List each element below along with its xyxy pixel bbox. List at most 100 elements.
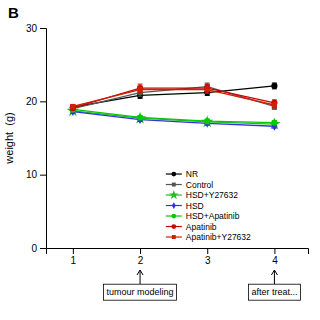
error-bar bbox=[138, 86, 143, 93]
data-marks bbox=[67, 83, 281, 131]
y-tick: 10 bbox=[26, 169, 46, 180]
legend-entry: NR bbox=[166, 169, 198, 179]
error-bar bbox=[70, 105, 75, 109]
x-tick-mark bbox=[207, 248, 208, 254]
point bbox=[70, 104, 75, 109]
y-tick: 0 bbox=[31, 243, 46, 254]
y-tick: 20 bbox=[26, 96, 46, 107]
annotation-frame bbox=[248, 284, 300, 300]
legend-entry: Control bbox=[166, 180, 214, 190]
arrow-head bbox=[137, 270, 143, 275]
series bbox=[70, 106, 278, 125]
annotation-frame bbox=[104, 284, 177, 300]
point bbox=[70, 105, 76, 111]
x-tick-mark bbox=[274, 248, 275, 254]
legend-label: HSD bbox=[186, 201, 204, 211]
error-bar-cap bbox=[272, 102, 277, 103]
legend-entry: HSD+Y27632 bbox=[166, 190, 238, 200]
y-tick-label: 0 bbox=[31, 243, 37, 254]
chart: 1 2 3 4 0 10 20 30 NRControlHSD+Y27632HSDHSD+Apa… bbox=[0, 0, 320, 320]
annotation-box: tumour modeling bbox=[104, 284, 177, 300]
point bbox=[204, 118, 210, 124]
annotation-text: tumour modeling bbox=[107, 287, 174, 297]
error-bar-cap bbox=[205, 83, 210, 84]
point bbox=[137, 114, 143, 120]
legend-label: Apatinib+Y27632 bbox=[186, 232, 251, 242]
x-tick-label: 1 bbox=[71, 255, 77, 266]
y-tick-label: 10 bbox=[26, 169, 38, 180]
series bbox=[70, 83, 277, 111]
error-bar-cap bbox=[138, 85, 143, 86]
x-tick: 2 bbox=[138, 248, 144, 266]
y-axis-title: weight (g) bbox=[3, 112, 15, 164]
error-bar bbox=[205, 84, 210, 92]
error-bar-cap bbox=[205, 84, 210, 85]
annotations: tumour modeling after treat... bbox=[104, 270, 301, 300]
arrow-head bbox=[271, 270, 277, 275]
error-bar-cap bbox=[138, 84, 143, 85]
series bbox=[70, 84, 278, 111]
point bbox=[205, 87, 210, 92]
legend-symbol bbox=[172, 202, 176, 209]
legend-entry: Apatinib bbox=[166, 222, 217, 232]
y-tick-label: 30 bbox=[26, 23, 38, 34]
series-line bbox=[73, 87, 275, 109]
error-bar-cap bbox=[272, 107, 277, 108]
point bbox=[205, 119, 210, 128]
y-tick: 30 bbox=[26, 23, 46, 34]
y-tick-mark bbox=[40, 175, 46, 176]
y-axis: 0 10 20 30 bbox=[26, 23, 47, 254]
error-bar bbox=[272, 102, 277, 108]
x-tick-label: 4 bbox=[272, 255, 278, 266]
y-tick-mark bbox=[40, 101, 46, 102]
point bbox=[204, 85, 210, 91]
legend-symbol bbox=[171, 214, 176, 219]
legend-symbol bbox=[172, 183, 176, 187]
error-bar bbox=[138, 84, 143, 92]
legend-entry: Apatinib+Y27632 bbox=[166, 232, 251, 242]
series-line bbox=[73, 86, 275, 107]
title: B bbox=[8, 4, 19, 21]
legend-label: HSD+Apatinib bbox=[186, 211, 240, 221]
plot-area: 1 2 3 4 0 10 20 30 NRControlHSD+Y27632HSDHSD+Apa… bbox=[26, 23, 309, 301]
series-line bbox=[73, 90, 275, 107]
x-axis-line bbox=[47, 249, 309, 255]
legend-label: Apatinib bbox=[186, 222, 217, 232]
annotation-box: after treat... bbox=[248, 284, 300, 300]
point bbox=[272, 102, 277, 107]
series-line bbox=[73, 109, 275, 122]
x-axis: 1 2 3 4 bbox=[47, 248, 309, 266]
series bbox=[70, 83, 278, 110]
x-tick-mark bbox=[140, 248, 141, 254]
annotation-text: after treat... bbox=[251, 287, 297, 297]
legend-label: Control bbox=[186, 180, 214, 190]
point bbox=[70, 104, 76, 110]
series bbox=[70, 107, 277, 130]
series-line bbox=[73, 88, 275, 108]
x-tick: 4 bbox=[272, 248, 278, 266]
y-tick-label: 20 bbox=[26, 96, 38, 107]
x-tick-label: 3 bbox=[205, 255, 211, 266]
y-tick-mark bbox=[40, 28, 46, 29]
x-tick-mark bbox=[73, 248, 74, 254]
arrow-shaft bbox=[274, 271, 275, 284]
point bbox=[271, 120, 277, 126]
legend: NRControlHSD+Y27632HSDHSD+ApatinibApatin… bbox=[166, 169, 251, 242]
x-tick: 1 bbox=[71, 248, 77, 266]
y-tick-mark bbox=[40, 248, 46, 249]
annotation-arrow bbox=[137, 270, 143, 284]
series bbox=[70, 86, 277, 109]
y-axis-line bbox=[40, 29, 47, 249]
point bbox=[271, 83, 277, 89]
error-bar-cap bbox=[205, 93, 210, 94]
error-bar-cap bbox=[138, 93, 143, 94]
legend-entry: HSD bbox=[166, 201, 204, 211]
legend-symbol bbox=[171, 172, 176, 177]
error-bar bbox=[272, 83, 277, 89]
point bbox=[137, 85, 143, 91]
legend-symbol bbox=[171, 224, 176, 229]
legend-entry: HSD+Apatinib bbox=[166, 211, 240, 221]
annotation-arrow bbox=[271, 270, 277, 284]
error-bar-cap bbox=[205, 85, 210, 86]
x-tick: 3 bbox=[205, 248, 211, 266]
